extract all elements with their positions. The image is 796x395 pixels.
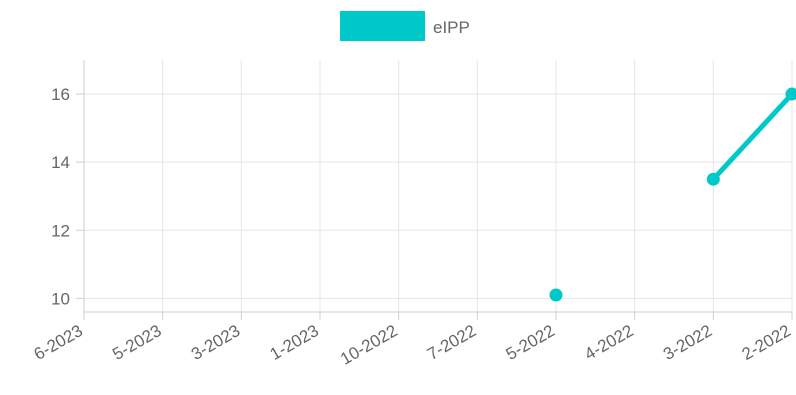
x-tick-label: 10-2022 [337, 321, 401, 369]
legend-label-eipp: eIPP [433, 18, 470, 37]
x-tick-label: 2-2022 [739, 321, 794, 364]
legend-swatch-eipp [340, 11, 425, 41]
x-tick-label: 7-2022 [424, 321, 479, 364]
y-axis-ticks: 10 12 14 16 [51, 85, 84, 308]
legend[interactable]: eIPP [340, 11, 470, 41]
data-point[interactable] [549, 288, 563, 302]
series-eipp [549, 87, 796, 302]
x-tick-label: 4-2022 [581, 321, 636, 364]
x-tick-label: 6-2023 [31, 321, 86, 364]
y-tick-label: 10 [51, 289, 70, 308]
y-tick-label: 14 [51, 153, 70, 172]
data-point[interactable] [785, 87, 796, 101]
x-axis-ticks: 6-2023 5-2023 3-2023 1-2023 10-2022 7-2022 5-2… [31, 312, 794, 369]
y-tick-label: 16 [51, 85, 70, 104]
data-point[interactable] [706, 172, 720, 186]
x-tick-label: 1-2023 [267, 321, 322, 364]
axes [83, 60, 792, 313]
x-tick-label: 5-2022 [503, 321, 558, 364]
series-line-segment [710, 91, 795, 182]
y-tick-label: 12 [51, 221, 70, 240]
x-tick-label: 5-2023 [109, 321, 164, 364]
x-tick-label: 3-2022 [660, 321, 715, 364]
grid [83, 60, 793, 312]
x-tick-label: 3-2023 [188, 321, 243, 364]
